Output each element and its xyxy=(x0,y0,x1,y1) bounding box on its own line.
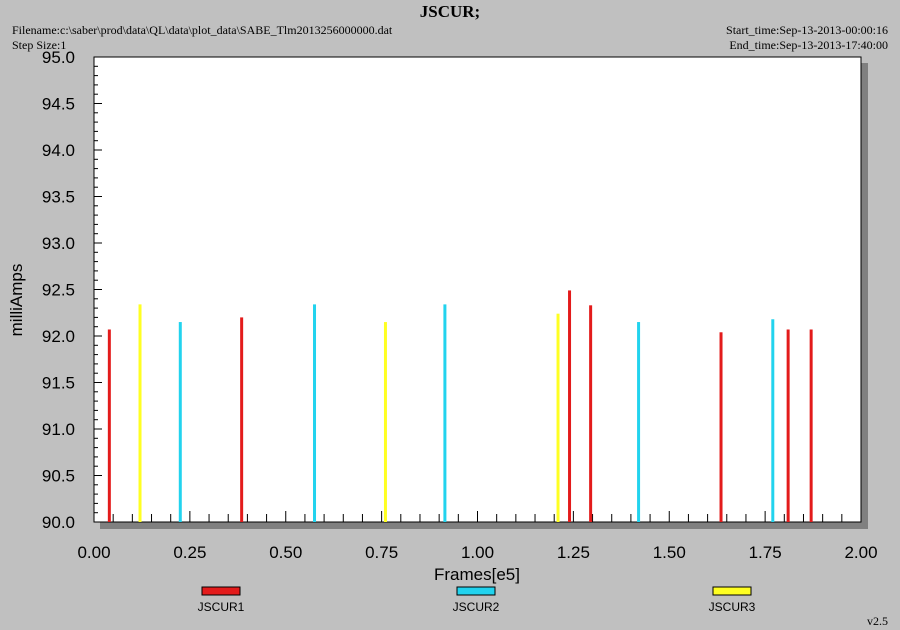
y-tick-label: 93.5 xyxy=(42,188,75,207)
y-tick-label: 93.0 xyxy=(42,234,75,253)
bar-jscur1 xyxy=(107,329,111,522)
y-tick-label: 91.0 xyxy=(42,420,75,439)
bar-jscur2 xyxy=(313,304,317,522)
x-tick-labels: 0.00 0.25 0.50 0.75 1.00 1.25 1.50 1.75 2.00 xyxy=(77,543,877,562)
bar-jscur3 xyxy=(383,322,387,522)
bar-jscur2 xyxy=(178,322,182,522)
x-tick-label: 0.50 xyxy=(269,543,302,562)
filename-label: Filename:c:\saber\prod\data\QL\data\plot… xyxy=(12,23,393,37)
plot-area xyxy=(93,56,862,523)
step-size-label: Step Size:1 xyxy=(12,38,67,52)
chart-title: JSCUR; xyxy=(419,2,481,21)
x-tick-label: 0.25 xyxy=(173,543,206,562)
y-tick-label: 92.5 xyxy=(42,281,75,300)
y-tick-label: 94.0 xyxy=(42,141,75,160)
y-tick-label: 92.0 xyxy=(42,327,75,346)
bar-jscur3 xyxy=(556,313,560,522)
start-time-label: Start_time:Sep-13-2013-00:00:16 xyxy=(726,23,888,37)
y-tick-label: 94.5 xyxy=(42,95,75,114)
x-tick-label: 0.00 xyxy=(77,543,110,562)
y-axis-label: milliAmps xyxy=(7,264,26,337)
x-tick-label: 1.25 xyxy=(557,543,590,562)
data-bars xyxy=(107,290,813,522)
bar-jscur2 xyxy=(771,319,775,522)
x-axis-label: Frames[e5] xyxy=(434,565,520,584)
legend-swatch-jscur2 xyxy=(456,586,496,596)
y-tick-label: 90.5 xyxy=(42,467,75,486)
bar-jscur2 xyxy=(637,322,641,522)
bar-jscur1 xyxy=(568,290,572,522)
legend-swatch-jscur1 xyxy=(201,586,241,596)
x-tick-label: 1.50 xyxy=(653,543,686,562)
bar-jscur1 xyxy=(786,329,790,522)
legend-label-jscur1: JSCUR1 xyxy=(198,600,245,614)
bar-jscur1 xyxy=(589,305,593,522)
legend: JSCUR1 JSCUR2 JSCUR3 xyxy=(198,586,756,614)
legend-label-jscur3: JSCUR3 xyxy=(709,600,756,614)
axis-ticks xyxy=(93,56,862,523)
bar-jscur2 xyxy=(443,304,447,522)
legend-label-jscur2: JSCUR2 xyxy=(453,600,500,614)
x-tick-label: 0.75 xyxy=(365,543,398,562)
bar-jscur1 xyxy=(240,317,244,522)
y-tick-label: 90.0 xyxy=(42,513,75,532)
legend-swatch-jscur3 xyxy=(712,586,752,596)
x-tick-label: 1.75 xyxy=(749,543,782,562)
y-tick-label: 95.0 xyxy=(42,48,75,67)
bar-jscur1 xyxy=(809,329,813,522)
bar-jscur1 xyxy=(719,332,723,522)
y-tick-label: 91.5 xyxy=(42,374,75,393)
end-time-label: End_time:Sep-13-2013-17:40:00 xyxy=(729,38,888,52)
bar-jscur3 xyxy=(138,304,142,522)
version-label: v2.5 xyxy=(867,614,888,628)
x-tick-label: 1.00 xyxy=(461,543,494,562)
x-tick-label: 2.00 xyxy=(844,543,877,562)
y-tick-labels: 90.0 90.5 91.0 91.5 92.0 92.5 93.0 93.5 94.0 94.5… xyxy=(42,48,75,532)
